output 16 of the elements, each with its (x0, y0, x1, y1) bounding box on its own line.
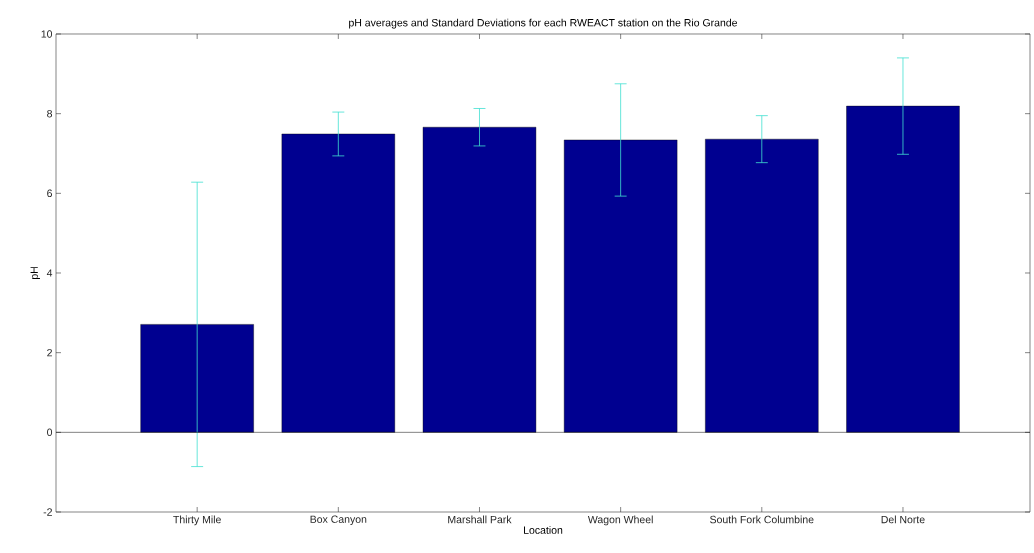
y-tick-label: 6 (47, 189, 53, 198)
y-tick-label: 4 (46, 269, 53, 277)
y-axis-title: pH (30, 267, 40, 280)
y-tick-label: 10 (41, 30, 53, 38)
y-tick-label: -2 (43, 508, 52, 516)
x-tick-label: Marshall Park (448, 515, 512, 524)
x-tick-label: Box Canyon (310, 515, 367, 526)
x-tick-label: Thirty Mile (173, 515, 221, 526)
y-tick-label: 8 (47, 109, 53, 118)
y-tick-label: 0 (47, 428, 53, 437)
x-tick-label: South Fork Columbine (710, 515, 814, 524)
chart-title: pH averages and Standard Deviations for each RWEACT station on the Rio Grande (349, 18, 738, 29)
x-tick-label: Wagon Wheel (587, 515, 653, 526)
y-tick-label: 2 (47, 349, 52, 357)
x-tick-label: Del Norte (881, 515, 925, 524)
x-axis-title: Location (524, 526, 563, 534)
